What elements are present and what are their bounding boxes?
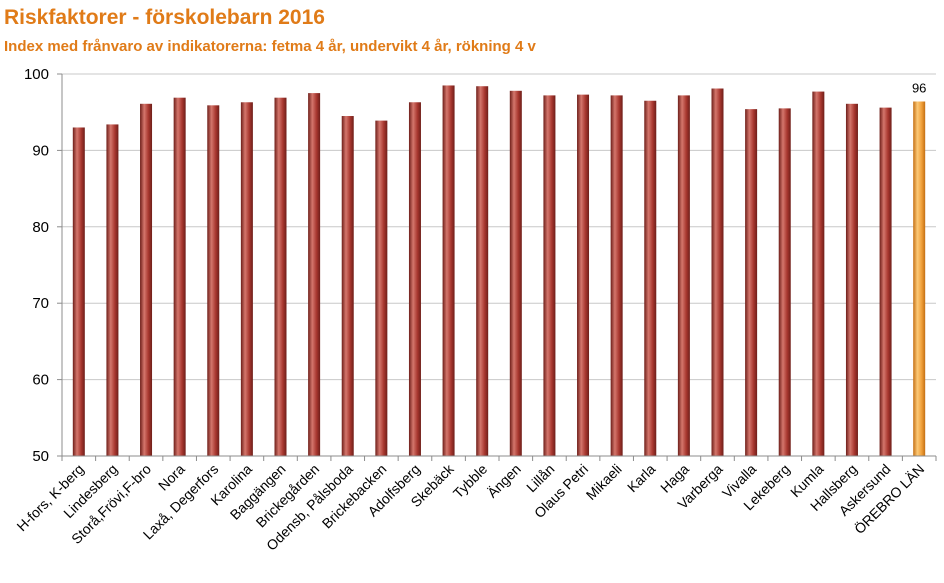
bar [341, 116, 354, 457]
y-tick-label: 50 [32, 448, 49, 465]
bar [610, 95, 623, 456]
category-label: Ängen [484, 461, 524, 501]
y-tick-label: 80 [32, 219, 49, 236]
y-tick-label: 100 [24, 66, 49, 83]
bar [240, 102, 253, 456]
bar-highlight [913, 101, 926, 456]
category-label: Tybble [450, 461, 491, 502]
bar [778, 108, 791, 456]
bar [173, 97, 186, 457]
y-tick-label: 90 [32, 142, 49, 159]
bar [577, 94, 590, 457]
bar [375, 120, 388, 456]
bar [72, 127, 85, 456]
bar [476, 86, 489, 456]
bar [140, 103, 153, 457]
bar [308, 93, 321, 456]
bar [509, 90, 522, 457]
bar [845, 103, 858, 457]
bar [879, 107, 892, 456]
bar [711, 88, 724, 457]
bar [106, 124, 119, 456]
bar [745, 109, 758, 457]
chart-title: Riskfaktorer - förskolebarn 2016 [4, 6, 325, 29]
data-label: 96 [912, 81, 926, 96]
bar [812, 91, 825, 457]
chart-subtitle: Index med frånvaro av indikatorerna: fet… [4, 38, 536, 55]
bar [677, 95, 690, 456]
y-tick-label: 60 [32, 372, 49, 389]
bar [207, 105, 220, 456]
bar [274, 97, 287, 457]
bar [442, 85, 455, 457]
bar [644, 100, 657, 457]
bar [408, 102, 421, 456]
category-label: Mikaeli [583, 461, 625, 503]
bar [543, 95, 556, 456]
category-label: Karla [624, 461, 659, 496]
y-tick-label: 70 [32, 295, 49, 312]
